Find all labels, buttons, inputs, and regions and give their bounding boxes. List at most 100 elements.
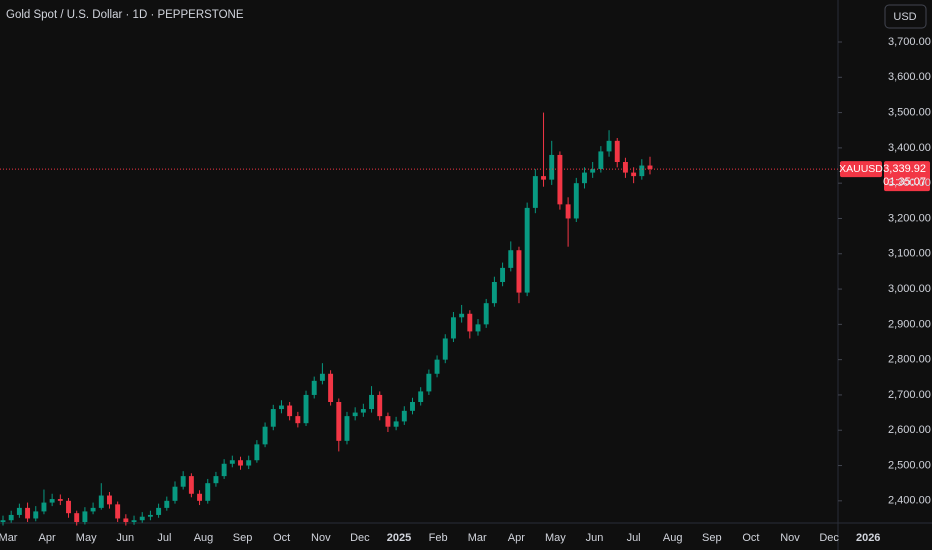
x-tick-label: Nov: [311, 532, 331, 544]
x-tick-label: Jun: [116, 532, 134, 544]
candle-body: [246, 460, 252, 466]
candle-body: [377, 394, 383, 417]
x-tick-label: Nov: [780, 532, 800, 544]
candle-body: [352, 412, 358, 417]
candle-body: [442, 338, 448, 360]
x-tick-label: Apr: [39, 532, 56, 544]
x-tick-label: 2026: [856, 532, 880, 544]
candle-body: [262, 426, 268, 445]
x-tick-label: Aug: [663, 532, 683, 544]
candle-body: [524, 207, 530, 293]
candle-body: [172, 486, 178, 501]
candle-body: [156, 507, 162, 515]
candle-body: [565, 204, 571, 219]
candle-body: [254, 444, 260, 461]
candle-body: [369, 394, 375, 410]
candle-body: [639, 165, 645, 177]
candle-body: [41, 502, 47, 512]
candle-body: [131, 520, 137, 522]
candle-body: [590, 169, 596, 173]
candle-body: [319, 373, 325, 381]
candle-body: [295, 416, 301, 424]
y-tick-label: 3,300.00: [888, 177, 931, 189]
candle-body: [115, 504, 121, 519]
y-tick-label: 3,600.00: [888, 71, 931, 83]
x-tick-label: Dec: [350, 532, 370, 544]
candle-body: [66, 500, 71, 514]
y-tick-label: 2,500.00: [888, 459, 931, 471]
candle-body: [434, 359, 440, 374]
candle-body: [205, 483, 211, 501]
candle-body: [82, 511, 88, 522]
x-tick-label: Aug: [194, 532, 214, 544]
candle-body: [622, 162, 628, 173]
candle-body: [49, 499, 55, 503]
candle-body: [418, 391, 424, 402]
candle-body: [336, 402, 342, 441]
currency-label[interactable]: USD: [893, 11, 916, 23]
x-tick-label: Oct: [273, 532, 290, 544]
candle-body: [107, 495, 112, 505]
currency-button[interactable]: [884, 4, 927, 29]
candle-body: [401, 410, 407, 422]
candle-body: [393, 421, 399, 427]
candle-body: [516, 250, 522, 293]
countdown-label: 01:35:07: [883, 176, 926, 188]
candle-body: [311, 380, 317, 395]
candle-body: [573, 183, 579, 219]
chart-title: Gold Spot / U.S. Dollar · 1D · PEPPERSTO…: [6, 9, 244, 21]
last-price-label: 3,339.92: [883, 163, 926, 175]
candle-body: [385, 416, 391, 427]
y-tick-label: 3,200.00: [888, 212, 931, 224]
candle-body: [25, 507, 31, 519]
x-tick-label: Jul: [627, 532, 641, 544]
candle-body: [491, 282, 497, 304]
candle-body: [647, 165, 653, 170]
candle-body: [90, 507, 96, 512]
price-badge: [884, 161, 930, 192]
y-tick-label: 3,500.00: [888, 106, 931, 118]
candle-body: [467, 313, 473, 332]
candle-body: [238, 460, 243, 466]
candle-body: [188, 476, 194, 494]
candle-body: [0, 520, 6, 522]
candle-body: [450, 317, 456, 339]
candle-body: [164, 500, 170, 508]
x-tick-label: May: [76, 532, 97, 544]
candle-body: [557, 154, 563, 205]
y-tick-label: 2,800.00: [888, 354, 931, 366]
candles: [0, 112, 653, 526]
symbol-badge: [840, 161, 882, 178]
candle-body: [541, 176, 546, 180]
x-tick-label: Jul: [157, 532, 171, 544]
candle-body: [532, 176, 538, 208]
candle-body: [508, 250, 514, 268]
x-tick-label: Oct: [742, 532, 759, 544]
x-tick-label: Sep: [233, 532, 253, 544]
candle-body: [74, 513, 80, 522]
candle-body: [549, 154, 555, 180]
y-tick-label: 2,900.00: [888, 318, 931, 330]
candle-body: [33, 511, 39, 519]
candle-body: [123, 518, 129, 522]
candle-body: [287, 405, 293, 417]
candle-body: [360, 409, 366, 413]
candle-body: [213, 476, 219, 484]
candle-body: [426, 373, 432, 392]
y-tick-label: 3,400.00: [888, 142, 931, 154]
candle-body: [221, 463, 227, 477]
y-tick-label: 3,700.00: [888, 36, 931, 48]
candle-body: [16, 507, 22, 515]
candle-body: [303, 394, 309, 424]
candle-body: [278, 405, 284, 410]
candle-body: [8, 514, 14, 521]
candle-body: [614, 140, 620, 162]
candle-body: [475, 324, 481, 332]
candle-body: [631, 172, 637, 177]
y-tick-label: 2,400.00: [888, 495, 931, 507]
x-tick-label: Dec: [819, 532, 839, 544]
candle-body: [606, 140, 612, 152]
